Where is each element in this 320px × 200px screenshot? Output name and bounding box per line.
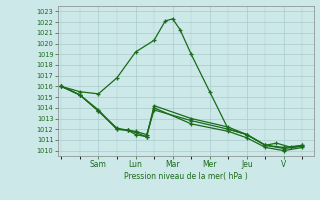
X-axis label: Pression niveau de la mer( hPa ): Pression niveau de la mer( hPa ) <box>124 172 247 181</box>
